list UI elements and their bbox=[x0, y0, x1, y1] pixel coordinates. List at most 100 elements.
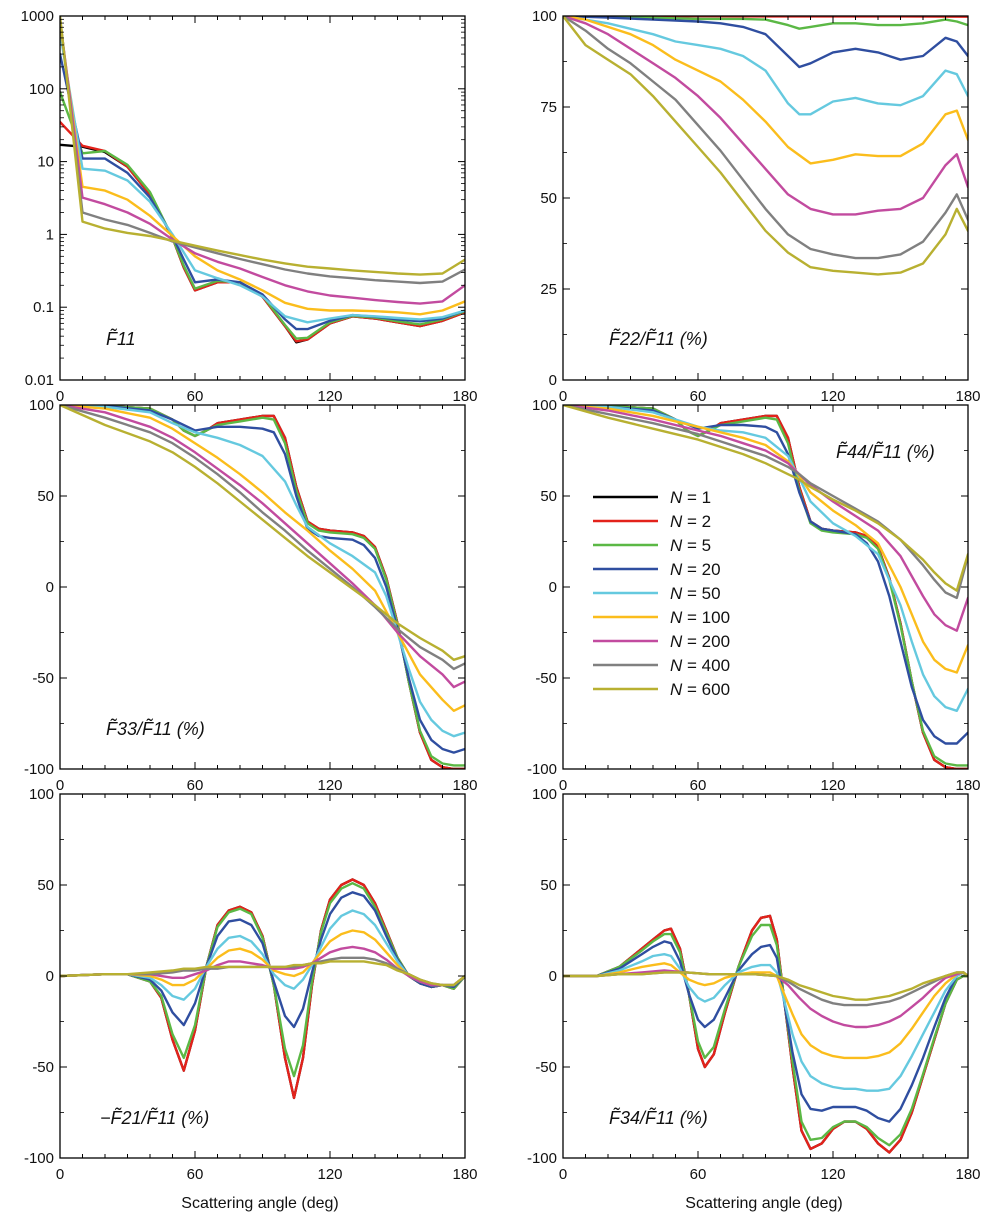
x-tick-label: 0 bbox=[56, 1166, 64, 1183]
y-tick-label: -100 bbox=[527, 1150, 557, 1167]
y-tick-label: 0 bbox=[46, 968, 54, 985]
x-tick-label: 180 bbox=[452, 388, 477, 405]
y-tick-label: 0.01 bbox=[25, 372, 54, 389]
x-tick-label: 60 bbox=[690, 1166, 707, 1183]
x-tick-label: 0 bbox=[56, 777, 64, 794]
series-line-n2 bbox=[60, 878, 465, 1100]
series-line-n100 bbox=[563, 16, 968, 165]
legend-label: N = 1 bbox=[670, 488, 711, 507]
series-group bbox=[563, 405, 968, 769]
x-tick-label: 120 bbox=[820, 388, 845, 405]
series-line-n20 bbox=[60, 52, 465, 331]
panel-label: −F̃21/F̃11 (%) bbox=[100, 1107, 209, 1128]
x-tick-label: 120 bbox=[317, 388, 342, 405]
series-group bbox=[563, 914, 968, 1154]
y-tick-label: -50 bbox=[535, 670, 557, 687]
y-tick-label: 0 bbox=[46, 579, 54, 596]
legend-label: N = 100 bbox=[670, 608, 730, 627]
series-group bbox=[60, 16, 465, 344]
y-tick-label: 10 bbox=[37, 154, 54, 171]
series-line-n600 bbox=[563, 405, 968, 592]
y-tick-label: -100 bbox=[24, 1150, 54, 1167]
x-tick-label: 120 bbox=[820, 777, 845, 794]
panel-2: 0 60 120 180 0 25 50 75 100 F̃22/F̃11 (%) bbox=[532, 8, 981, 405]
series-line-n100 bbox=[60, 405, 465, 712]
series-line-n400 bbox=[60, 16, 465, 285]
panel-label: F̃11 bbox=[106, 328, 136, 349]
legend-label: N = 2 bbox=[670, 512, 711, 531]
legend-label: N = 200 bbox=[670, 632, 730, 651]
y-tick-label: 100 bbox=[532, 397, 557, 414]
x-tick-label: 180 bbox=[955, 1166, 980, 1183]
series-line-n100 bbox=[563, 962, 968, 1060]
series-line-n1 bbox=[60, 405, 465, 769]
series-group bbox=[60, 405, 465, 769]
y-tick-label: 1000 bbox=[21, 8, 54, 25]
series-line-n200 bbox=[60, 18, 465, 305]
series-line-n400 bbox=[563, 405, 968, 600]
x-tick-label: 60 bbox=[690, 777, 707, 794]
panel-1: 0 60 120 180 0.01 0.1 1 10 100 1000 F̃11 bbox=[21, 8, 478, 405]
series-line-n400 bbox=[563, 16, 968, 260]
legend-label: N = 50 bbox=[670, 584, 721, 603]
series-line-n50 bbox=[563, 953, 968, 1092]
series-line-n600 bbox=[60, 16, 465, 276]
series-line-n400 bbox=[563, 971, 968, 1007]
y-tick-label: -50 bbox=[535, 1059, 557, 1076]
x-tick-label: 180 bbox=[955, 777, 980, 794]
x-tick-label: 180 bbox=[452, 1166, 477, 1183]
y-tick-label: 50 bbox=[540, 488, 557, 505]
legend-label: N = 600 bbox=[670, 680, 730, 699]
y-tick-label: -50 bbox=[32, 670, 54, 687]
series-group bbox=[60, 878, 465, 1100]
series-line-n50 bbox=[60, 405, 465, 738]
x-tick-label: 60 bbox=[187, 777, 204, 794]
legend: N = 1 N = 2 N = 5 N = 20 N = 50 N = 100 N = 20… bbox=[593, 488, 730, 699]
y-tick-label: 100 bbox=[532, 8, 557, 25]
series-line-n50 bbox=[60, 909, 465, 1001]
y-tick-label: 100 bbox=[29, 786, 54, 803]
series-line-n600 bbox=[60, 960, 465, 987]
series-line-n5 bbox=[60, 405, 465, 767]
series-line-n20 bbox=[563, 405, 968, 745]
x-tick-label: 0 bbox=[559, 388, 567, 405]
panel-label: F̃22/F̃11 (%) bbox=[609, 328, 708, 349]
series-line-n50 bbox=[60, 31, 465, 324]
x-tick-label: 120 bbox=[317, 1166, 342, 1183]
panel-label: F̃44/F̃11 (%) bbox=[836, 441, 935, 462]
x-tick-label: 180 bbox=[955, 388, 980, 405]
y-tick-label: 50 bbox=[37, 488, 54, 505]
y-tick-label: 100 bbox=[29, 397, 54, 414]
y-tick-label: -100 bbox=[527, 761, 557, 778]
panel-6: 0 60 120 180 -100 -50 0 50 100 F̃34/F̃11 (%) bbox=[527, 786, 981, 1183]
y-tick-label: 0.1 bbox=[33, 299, 54, 316]
series-line-n5 bbox=[563, 16, 968, 30]
series-line-n600 bbox=[563, 971, 968, 1001]
panel-5: 0 60 120 180 -100 -50 0 50 100 −F̃21/F̃11 (%) bbox=[24, 786, 478, 1183]
series-line-n50 bbox=[563, 16, 968, 116]
series-line-n400 bbox=[60, 405, 465, 671]
x-tick-label: 120 bbox=[317, 777, 342, 794]
x-axis-title-right: Scattering angle (deg) bbox=[685, 1195, 842, 1212]
panel-label: F̃34/F̃11 (%) bbox=[609, 1107, 708, 1128]
panel-label: F̃33/F̃11 (%) bbox=[106, 718, 205, 739]
series-line-n100 bbox=[563, 405, 968, 674]
y-tick-label: 0 bbox=[549, 372, 557, 389]
series-line-n600 bbox=[563, 16, 968, 276]
y-tick-label: 0 bbox=[549, 579, 557, 596]
legend-label: N = 5 bbox=[670, 536, 711, 555]
x-axis-title-left: Scattering angle (deg) bbox=[181, 1195, 338, 1212]
x-tick-label: 0 bbox=[56, 388, 64, 405]
legend-label: N = 20 bbox=[670, 560, 721, 579]
y-tick-label: 100 bbox=[532, 786, 557, 803]
y-tick-label: -100 bbox=[24, 761, 54, 778]
series-line-n600 bbox=[60, 405, 465, 661]
series-line-n20 bbox=[563, 16, 968, 69]
series-line-n200 bbox=[563, 16, 968, 216]
series-line-n5 bbox=[60, 882, 465, 1078]
panel-4: 0 60 120 180 -100 -50 0 50 100 F̃44/F̃11 (%) bbox=[527, 397, 981, 794]
series-group bbox=[563, 16, 968, 276]
y-tick-label: 100 bbox=[29, 81, 54, 98]
series-line-n200 bbox=[60, 405, 465, 689]
